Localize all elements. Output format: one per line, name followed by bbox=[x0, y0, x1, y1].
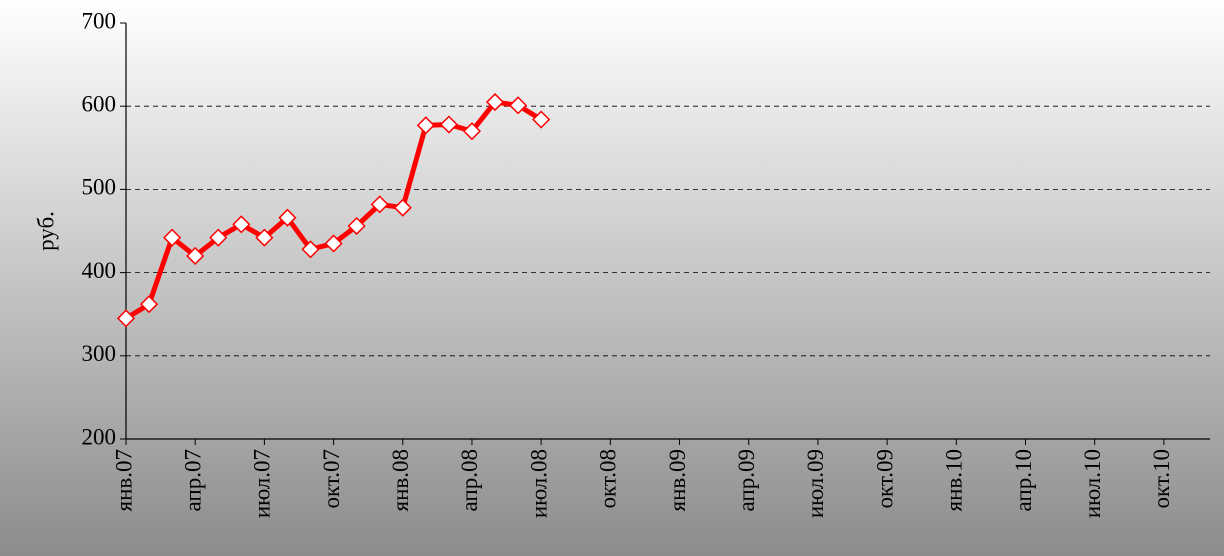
x-tick-label: янв.10 bbox=[942, 449, 967, 512]
x-tick-label: окт.08 bbox=[596, 449, 621, 508]
x-tick-label: янв.08 bbox=[388, 449, 413, 512]
marker bbox=[163, 228, 182, 247]
x-tick-label: янв.07 bbox=[111, 449, 136, 512]
x-tick-label: янв.09 bbox=[665, 449, 690, 512]
x-tick-label: июл.09 bbox=[803, 449, 828, 518]
y-tick-label: 600 bbox=[82, 91, 117, 116]
marker bbox=[255, 228, 274, 247]
marker bbox=[232, 215, 251, 234]
marker bbox=[324, 234, 343, 253]
y-tick-label: 500 bbox=[82, 175, 117, 200]
y-tick-label: 700 bbox=[82, 8, 117, 33]
marker bbox=[416, 116, 435, 135]
x-tick-label: апр.08 bbox=[457, 449, 482, 511]
marker bbox=[140, 295, 159, 314]
x-tick-label: окт.10 bbox=[1149, 449, 1174, 508]
marker bbox=[509, 96, 528, 115]
marker bbox=[485, 92, 505, 112]
x-tick-label: июл.08 bbox=[526, 449, 551, 518]
marker bbox=[370, 195, 389, 214]
x-tick-label: июл.07 bbox=[250, 449, 275, 518]
x-tick-label: окт.09 bbox=[872, 449, 897, 508]
y-axis-label: руб. bbox=[33, 211, 58, 251]
marker bbox=[209, 228, 228, 247]
marker bbox=[393, 198, 412, 217]
x-tick-label: окт.07 bbox=[319, 449, 344, 508]
marker bbox=[301, 240, 320, 259]
marker bbox=[186, 246, 205, 266]
y-tick-label: 300 bbox=[82, 341, 117, 366]
x-tick-label: апр.10 bbox=[1011, 449, 1036, 511]
marker bbox=[116, 309, 136, 328]
x-tick-label: апр.09 bbox=[734, 449, 759, 511]
x-tick-label: июл.10 bbox=[1080, 449, 1105, 518]
y-tick-label: 400 bbox=[82, 258, 117, 283]
marker bbox=[532, 110, 551, 129]
y-tick-label: 200 bbox=[82, 424, 117, 449]
marker bbox=[278, 208, 297, 227]
x-tick-label: апр.07 bbox=[180, 449, 205, 511]
marker bbox=[462, 122, 482, 141]
marker bbox=[439, 115, 458, 134]
marker bbox=[347, 216, 366, 236]
